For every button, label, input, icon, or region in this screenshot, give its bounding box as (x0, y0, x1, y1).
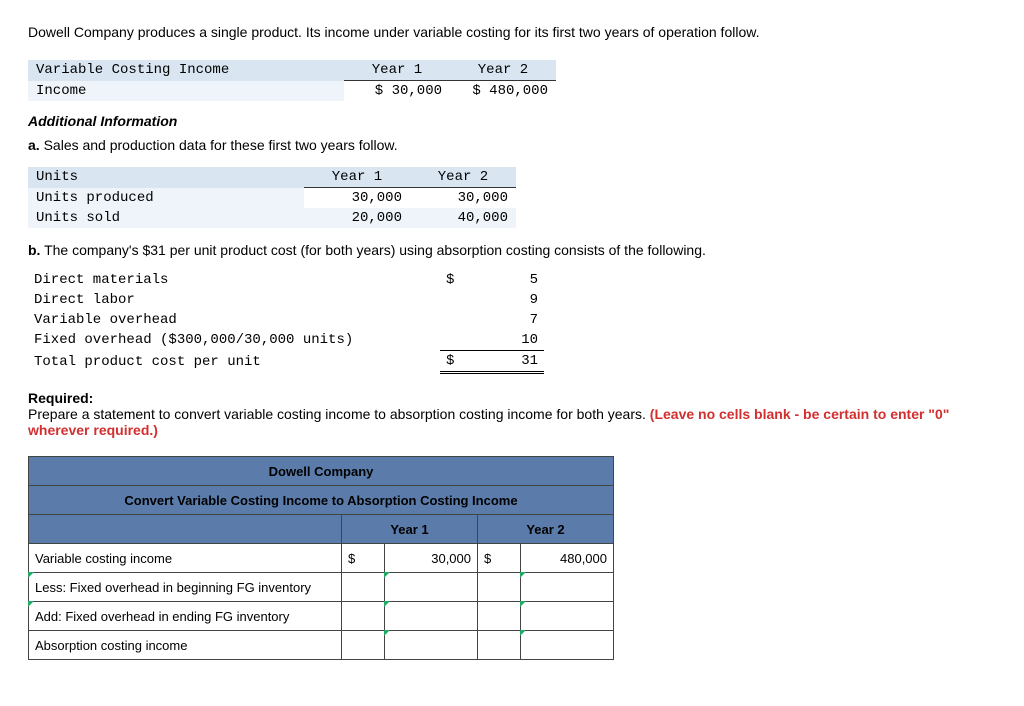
table1-row1-v2: $ 480,000 (450, 81, 556, 102)
table1-row1-label: Income (28, 81, 344, 102)
answer-table: Dowell Company Convert Variable Costing … (28, 456, 614, 660)
cost-breakdown-table: Direct materials $ 5 Direct labor 9 Vari… (28, 270, 544, 374)
answer-r2-sym1[interactable] (342, 573, 385, 602)
table1-header-label: Variable Costing Income (28, 60, 344, 81)
required-text-block: Prepare a statement to convert variable … (28, 406, 996, 438)
table2-col1-header: Year 1 (304, 167, 410, 188)
answer-r3-sym2[interactable] (478, 602, 521, 631)
table2-row1-label: Units produced (28, 188, 304, 209)
answer-title2: Convert Variable Costing Income to Absor… (29, 486, 614, 515)
answer-year2-header: Year 2 (478, 515, 614, 544)
answer-r2-v2[interactable] (521, 573, 614, 602)
answer-r1-v1[interactable]: 30,000 (385, 544, 478, 573)
cost-r3-label: Variable overhead (28, 310, 440, 330)
answer-r1-label: Variable costing income (29, 544, 342, 573)
required-heading: Required: (28, 390, 996, 406)
answer-r3-label[interactable]: Add: Fixed overhead in ending FG invento… (29, 602, 342, 631)
table2-row2-v2: 40,000 (410, 208, 516, 228)
answer-r1-sym1[interactable]: $ (342, 544, 385, 573)
answer-r1-sym2[interactable]: $ (478, 544, 521, 573)
answer-r3-sym1[interactable] (342, 602, 385, 631)
cost-r1-val: 5 (492, 270, 544, 290)
item-a: a. Sales and production data for these f… (28, 137, 996, 153)
answer-r4-sym1[interactable] (342, 631, 385, 660)
answer-r3-v2[interactable] (521, 602, 614, 631)
answer-year1-header: Year 1 (342, 515, 478, 544)
table2-row1-v2: 30,000 (410, 188, 516, 209)
cost-r5-label: Total product cost per unit (28, 351, 440, 373)
table2-row2-v1: 20,000 (304, 208, 410, 228)
answer-r4-v1[interactable] (385, 631, 478, 660)
item-b: b. The company's $31 per unit product co… (28, 242, 996, 258)
cost-r1-label: Direct materials (28, 270, 440, 290)
cost-r2-label: Direct labor (28, 290, 440, 310)
cost-r4-label: Fixed overhead ($300,000/30,000 units) (28, 330, 440, 351)
answer-r2-v1[interactable] (385, 573, 478, 602)
cost-r5-sym: $ (440, 351, 492, 373)
cost-r3-val: 7 (492, 310, 544, 330)
table2-row2-label: Units sold (28, 208, 304, 228)
answer-r4-v2[interactable] (521, 631, 614, 660)
cost-r2-val: 9 (492, 290, 544, 310)
answer-r4-sym2[interactable] (478, 631, 521, 660)
cost-r1-sym: $ (440, 270, 492, 290)
answer-title1: Dowell Company (29, 457, 614, 486)
table1-row1-v1: $ 30,000 (344, 81, 450, 102)
item-a-text: Sales and production data for these firs… (44, 137, 398, 153)
units-table: Units Year 1 Year 2 Units produced 30,00… (28, 167, 516, 228)
table2-row1-v1: 30,000 (304, 188, 410, 209)
additional-information-heading: Additional Information (28, 113, 996, 129)
item-b-text: The company's $31 per unit product cost … (44, 242, 706, 258)
table2-header-label: Units (28, 167, 304, 188)
cost-r4-val: 10 (492, 330, 544, 351)
table2-col2-header: Year 2 (410, 167, 516, 188)
answer-r3-v1[interactable] (385, 602, 478, 631)
intro-text: Dowell Company produces a single product… (28, 24, 996, 40)
variable-costing-income-table: Variable Costing Income Year 1 Year 2 In… (28, 60, 556, 101)
table1-col2-header: Year 2 (450, 60, 556, 81)
required-text: Prepare a statement to convert variable … (28, 406, 650, 422)
item-b-label: b. (28, 242, 40, 258)
answer-r1-v2[interactable]: 480,000 (521, 544, 614, 573)
answer-r2-sym2[interactable] (478, 573, 521, 602)
cost-r5-val: 31 (492, 351, 544, 373)
answer-r4-label: Absorption costing income (29, 631, 342, 660)
answer-r2-label[interactable]: Less: Fixed overhead in beginning FG inv… (29, 573, 342, 602)
item-a-label: a. (28, 137, 40, 153)
table1-col1-header: Year 1 (344, 60, 450, 81)
